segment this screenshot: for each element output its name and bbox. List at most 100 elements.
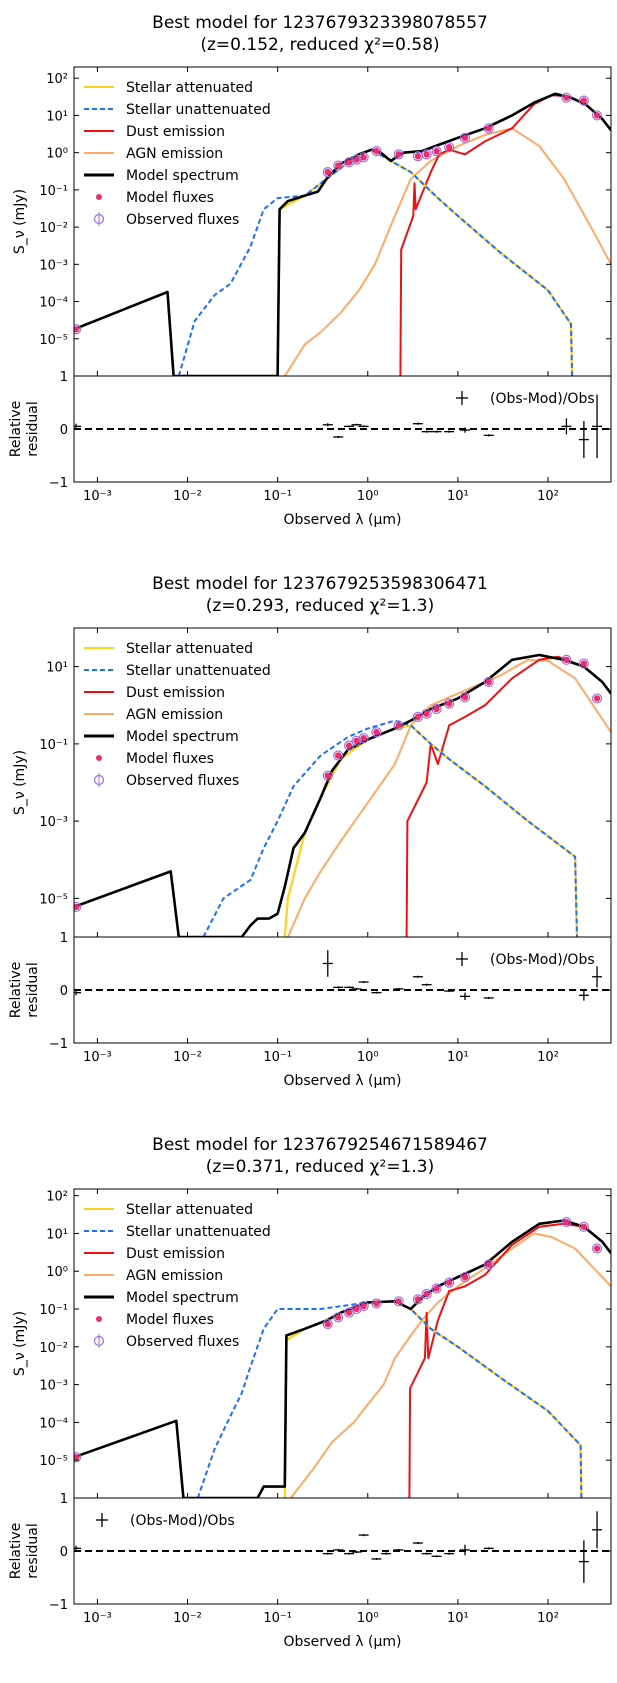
model-flux-point (445, 700, 453, 707)
x-tick-label: 10⁻² (173, 1050, 202, 1065)
observed-flux-point (459, 1271, 471, 1283)
model-flux-point (485, 1261, 492, 1268)
observed-flux-point (591, 1243, 603, 1254)
observed-flux-point (358, 1300, 369, 1312)
observed-flux-point (333, 1312, 344, 1323)
legend-swatch (96, 1316, 102, 1322)
model-flux-point (414, 1296, 422, 1303)
legend: Stellar attenuated Stellar unattenuated Du… (84, 641, 271, 789)
observed-flux-point (343, 740, 355, 751)
residual-y-label: residual (25, 1523, 41, 1578)
x-tick-label: 10⁻³ (83, 1611, 112, 1626)
model-flux-point (335, 752, 342, 759)
legend-label: Stellar attenuated (126, 1202, 253, 1218)
y-tick-label: 10⁻² (39, 221, 68, 236)
residual-y-label: Relative (8, 962, 24, 1018)
x-tick-label: 10⁻¹ (263, 1611, 292, 1626)
y-tick-label: 10⁻⁵ (39, 1454, 68, 1469)
legend-label: AGN emission (126, 146, 223, 162)
y-tick-label: 10⁻¹ (39, 184, 68, 199)
residual-y-label: Relative (8, 1523, 24, 1579)
legend-label: Model spectrum (126, 1290, 239, 1306)
model-flux-point (360, 154, 367, 161)
model-flux-point (423, 1290, 430, 1298)
residual-legend-label: (Obs-Mod)/Obs (130, 1513, 235, 1529)
y-tick-label: 10⁻¹ (39, 738, 68, 753)
x-tick-label: 10² (537, 489, 559, 504)
y-tick-label: 10⁻³ (39, 1379, 68, 1394)
chart-title: Best model for 1237679323398078557 (152, 13, 488, 33)
model-flux-point (433, 705, 440, 713)
y-tick-label: 10⁻⁴ (39, 296, 68, 311)
series-dust-emission (405, 655, 611, 937)
series-agn-emission (290, 1232, 611, 1498)
series-model-spectrum (74, 653, 611, 937)
x-axis-label: Observed λ (μm) (283, 1073, 401, 1089)
observed-flux-point (351, 1303, 362, 1315)
model-flux-point (373, 729, 380, 736)
model-flux-point (353, 1305, 360, 1313)
legend-label: AGN emission (126, 707, 223, 723)
observed-flux-point (578, 658, 589, 669)
model-flux-point (563, 656, 570, 664)
residual-y-tick-label: 1 (60, 1492, 68, 1507)
model-flux-point (395, 151, 402, 158)
series-stellar-attenuated (283, 724, 579, 937)
model-flux-point (335, 1314, 342, 1321)
legend-label: Dust emission (126, 124, 225, 140)
x-tick-label: 10⁰ (357, 1050, 379, 1065)
observed-flux-point (393, 720, 404, 731)
legend-label: Stellar attenuated (126, 641, 253, 657)
model-flux-point (563, 1218, 570, 1226)
model-flux-point (593, 112, 601, 119)
observed-flux-point (561, 1216, 572, 1228)
observed-flux-point (483, 1259, 494, 1270)
y-tick-label: 10⁻³ (39, 258, 68, 273)
observed-flux-point (459, 132, 471, 143)
x-tick-label: 10² (537, 1050, 559, 1065)
x-axis-label: Observed λ (μm) (283, 1634, 401, 1650)
model-flux-point (74, 326, 80, 333)
model-flux-point (485, 678, 492, 686)
model-flux-point (414, 153, 422, 160)
residual-y-tick-label: 1 (60, 931, 68, 946)
y-tick-label: 10¹ (46, 661, 68, 676)
model-flux-point (373, 147, 380, 155)
model-flux-point (593, 695, 601, 702)
model-flux-point (461, 1273, 469, 1281)
observed-flux-point (561, 654, 572, 665)
sed-chart-1: Best model for 1237679323398078557(z=0.1… (8, 13, 612, 528)
observed-flux-point (371, 146, 382, 157)
y-axis-label: S_ν (mJy) (12, 189, 28, 254)
model-flux-point (423, 151, 430, 158)
model-flux-point (445, 144, 453, 151)
legend-label: Stellar unattenuated (126, 663, 271, 679)
model-flux-point (563, 94, 570, 101)
model-flux-point (345, 159, 353, 166)
observed-flux-point (371, 1298, 382, 1309)
legend: Stellar attenuated Stellar unattenuated Du… (84, 1202, 271, 1350)
x-tick-label: 10⁰ (357, 1611, 379, 1626)
main-plot-area (74, 653, 611, 937)
residual-y-tick-label: 0 (60, 423, 68, 438)
legend-label: Observed fluxes (126, 773, 239, 789)
model-flux-point (353, 737, 360, 745)
model-flux-point (593, 1245, 601, 1252)
residual-y-label: Relative (8, 401, 24, 457)
legend-label: Model spectrum (126, 168, 239, 184)
y-tick-label: 10⁻¹ (39, 1303, 68, 1318)
observed-flux-point (431, 703, 442, 715)
legend-label: Observed fluxes (126, 212, 239, 228)
observed-flux-point (74, 324, 82, 335)
residual-y-tick-label: 0 (60, 1545, 68, 1560)
legend-label: Stellar unattenuated (126, 1224, 271, 1240)
model-flux-point (345, 742, 353, 749)
observed-flux-point (322, 770, 333, 781)
model-flux-point (433, 147, 440, 155)
x-tick-label: 10² (537, 1611, 559, 1626)
legend-label: Dust emission (126, 1246, 225, 1262)
observed-flux-point (444, 698, 455, 709)
chart-subtitle: (z=0.152, reduced χ²=0.58) (200, 35, 439, 55)
observed-flux-point (351, 154, 362, 165)
legend-label: Dust emission (126, 685, 225, 701)
